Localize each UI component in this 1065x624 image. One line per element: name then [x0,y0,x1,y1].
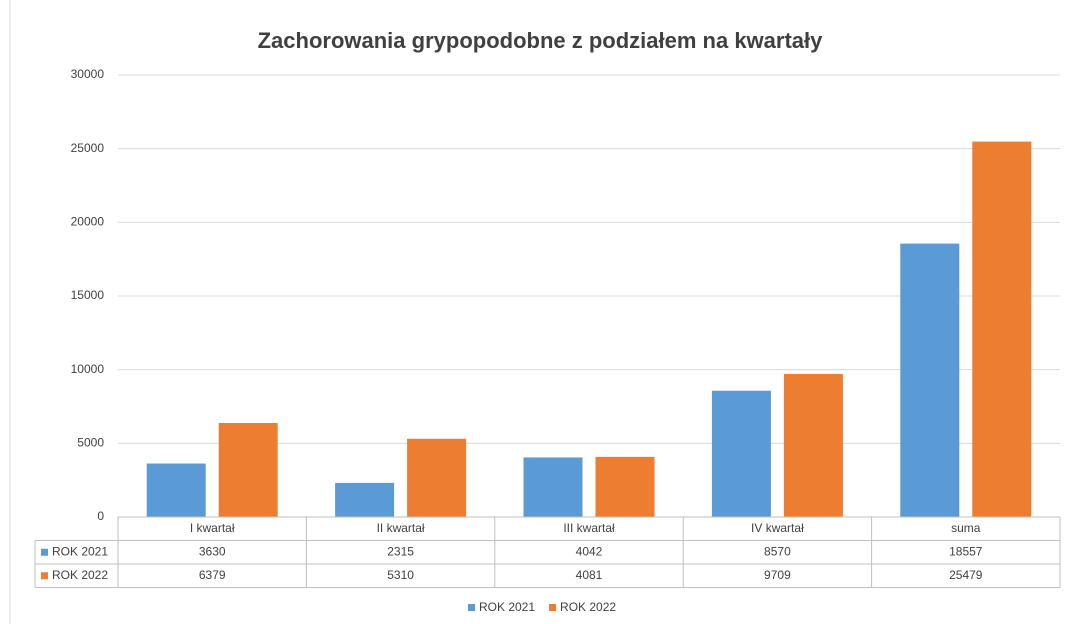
bar [783,373,843,517]
bar [711,390,771,517]
table-series-name: ROK 2021 [52,544,108,558]
x-tick-label: I kwartał [190,521,235,535]
bar [407,438,467,517]
table-series-name: ROK 2022 [52,568,108,582]
table-value: 2315 [387,544,414,558]
y-tick-label: 30000 [71,67,105,81]
bar [972,141,1032,517]
table-value: 18557 [949,544,983,558]
legend-key [41,572,48,580]
y-tick-label: 15000 [71,288,105,302]
legend-swatch [549,604,557,611]
legend-swatch [468,604,475,611]
table-value: 3630 [199,544,226,558]
x-tick-label: suma [951,521,981,535]
table-value: 5310 [387,568,414,582]
bar [146,463,206,517]
y-tick-label: 20000 [71,215,105,229]
table-value: 4081 [576,568,603,582]
chart-title: Zachorowania grypopodobne z podziałem na… [258,28,824,53]
y-tick-label: 0 [97,509,104,523]
x-tick-label: IV kwartał [751,521,804,535]
table-value: 6379 [199,568,226,582]
bar [900,243,960,517]
table-value: 25479 [949,568,983,582]
table-value: 9709 [764,568,791,582]
y-tick-label: 10000 [71,362,105,376]
legend-label: ROK 2021 [479,600,535,614]
legend-key [41,548,48,556]
bar [595,456,655,517]
y-tick-label: 5000 [77,436,104,450]
y-tick-label: 25000 [71,141,105,155]
table-value: 4042 [576,544,603,558]
legend-label: ROK 2022 [560,600,616,614]
bar [335,482,395,517]
x-tick-label: II kwartał [377,521,425,535]
x-tick-label: III kwartał [563,521,615,535]
table-value: 8570 [764,544,791,558]
bar [523,457,583,517]
bar [218,423,278,517]
